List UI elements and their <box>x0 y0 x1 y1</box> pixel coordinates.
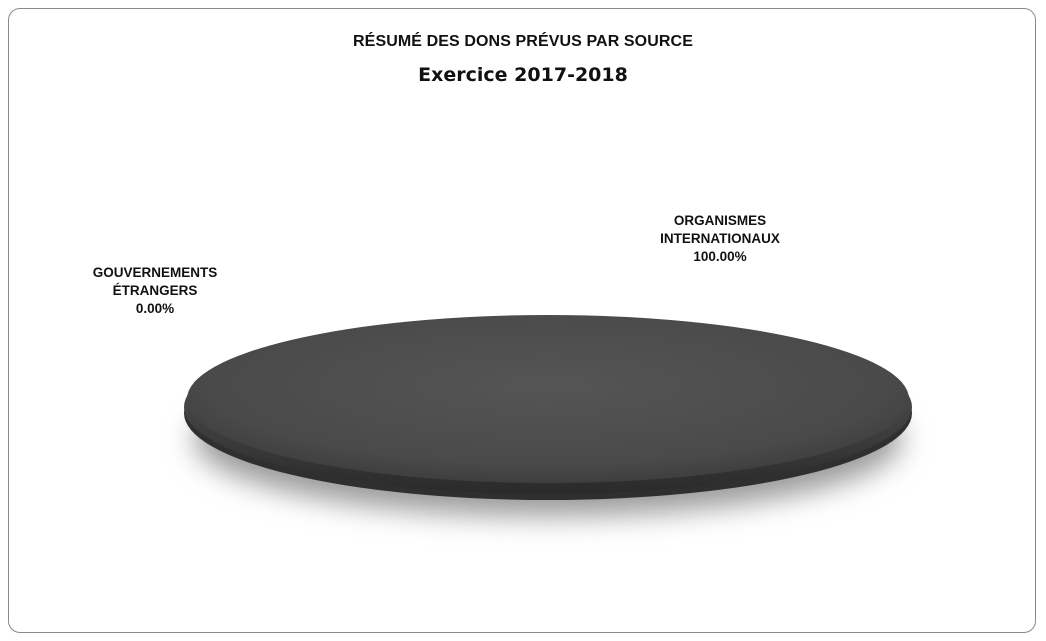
slice-label-organismes-value: 100.00% <box>693 249 747 264</box>
slice-label-gouvernements-line1: GOUVERNEMENTS <box>92 265 218 280</box>
slice-label-gouvernements-line2: ÉTRANGERS <box>112 283 198 298</box>
pie-slice-1 <box>187 315 909 483</box>
slice-label-organismes-line2: INTERNATIONAUX <box>660 231 780 246</box>
slice-label-gouvernements: GOUVERNEMENTS ÉTRANGERS 0.00% <box>60 264 250 318</box>
slice-label-organismes: ORGANISMES INTERNATIONAUX 100.00% <box>615 212 825 266</box>
slice-label-organismes-line1: ORGANISMES <box>673 213 767 228</box>
slice-label-gouvernements-value: 0.00% <box>135 301 175 316</box>
chart-subtitle: Exercice 2017-2018 <box>418 64 628 86</box>
chart-title: RÉSUMÉ DES DONS PRÉVUS PAR SOURCE <box>353 33 693 50</box>
